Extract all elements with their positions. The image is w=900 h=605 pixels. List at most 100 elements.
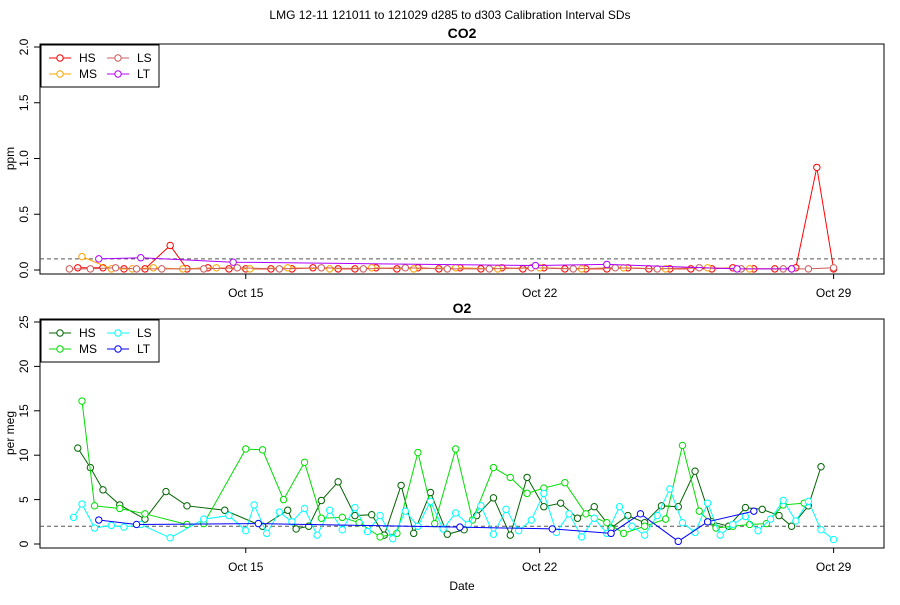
data-point — [132, 520, 141, 529]
data-point — [284, 506, 292, 514]
data-point — [326, 265, 334, 273]
data-point — [78, 500, 86, 508]
data-point — [74, 264, 82, 272]
co2-panel: CO2 0.0 0.5 1.0 1.5 2.0 ppm Oct 15 Oct 22 Oct 29 H… — [3, 25, 885, 300]
data-point — [577, 533, 586, 541]
data-point — [691, 467, 699, 475]
data-point — [452, 264, 460, 272]
data-point — [514, 526, 523, 535]
legend-swatch-marker — [56, 54, 64, 62]
data-point — [78, 397, 86, 405]
data-point — [132, 265, 141, 273]
data-point — [351, 511, 359, 520]
data-point — [565, 510, 573, 518]
data-point — [284, 264, 292, 272]
y-tick-label: 0 — [17, 540, 31, 547]
series-ms — [78, 397, 808, 541]
data-point — [590, 503, 598, 511]
data-point — [410, 265, 418, 273]
data-point — [410, 529, 418, 538]
data-point — [615, 503, 624, 511]
data-point — [653, 511, 661, 520]
data-point — [426, 497, 435, 506]
data-point — [183, 502, 191, 510]
data-point — [813, 163, 821, 172]
data-point — [246, 265, 254, 273]
data-point — [111, 264, 120, 272]
x-tick-label: Oct 15 — [228, 286, 264, 300]
x-tick-label: Oct 15 — [228, 560, 264, 574]
data-point — [137, 254, 145, 262]
data-point — [787, 522, 796, 530]
data-point — [456, 523, 464, 531]
data-point — [695, 507, 703, 515]
series-line — [77, 167, 835, 270]
data-point — [540, 503, 548, 511]
data-point — [279, 495, 288, 504]
legend-swatch-marker — [114, 329, 122, 337]
legend-swatch-marker — [114, 54, 122, 62]
data-point — [519, 265, 527, 273]
legend-label: LS — [137, 326, 152, 340]
data-point — [678, 518, 687, 527]
data-point — [107, 521, 116, 530]
o2-panel: O2 0 5 10 15 20 25 per meg Oct 15 Oct 22 Oct 29 Dat… — [3, 300, 885, 593]
data-point — [95, 255, 103, 263]
legend-swatch-marker — [56, 345, 64, 353]
data-point — [666, 485, 674, 493]
data-point — [162, 487, 170, 496]
data-point — [95, 516, 103, 524]
legend-swatch-marker — [56, 70, 64, 78]
data-point — [817, 463, 825, 471]
y-tick-label: 0.0 — [17, 261, 31, 278]
x-tick-label: Oct 22 — [522, 286, 558, 300]
y-tick-label: 0.5 — [17, 206, 31, 223]
data-point — [431, 519, 439, 528]
data-point — [590, 514, 598, 522]
data-point — [229, 258, 237, 266]
x-tick-label: Oct 29 — [816, 560, 852, 574]
x-axis-label: Date — [449, 579, 475, 593]
y-axis-label: ppm — [3, 147, 17, 170]
legend-label: MS — [79, 342, 97, 356]
data-point — [741, 503, 750, 512]
y-tick-label: 1.5 — [17, 94, 31, 111]
data-point — [326, 506, 334, 514]
data-point — [556, 499, 565, 507]
data-point — [166, 241, 174, 250]
legend-label: MS — [79, 67, 97, 81]
data-point — [758, 505, 766, 514]
data-point — [200, 515, 208, 523]
data-point — [233, 264, 242, 272]
data-point — [86, 265, 95, 273]
data-point — [703, 518, 712, 526]
data-point — [452, 509, 460, 517]
data-point — [351, 503, 359, 512]
data-point — [363, 527, 372, 536]
y-tick-label: 20 — [17, 359, 31, 373]
data-point — [65, 265, 74, 273]
y-tick-label: 5 — [17, 496, 31, 503]
series-lt — [95, 254, 796, 273]
data-point — [225, 511, 233, 520]
data-point — [120, 523, 128, 531]
data-point — [242, 445, 250, 453]
x-tick-label: Oct 29 — [816, 286, 852, 300]
series-ls — [69, 485, 838, 544]
data-point — [540, 489, 548, 498]
legend: HS MS LS LT — [40, 319, 160, 363]
y-tick-label: 1.0 — [17, 150, 31, 167]
legend-swatch-marker — [114, 70, 122, 78]
data-point — [779, 496, 787, 505]
data-point — [792, 517, 800, 525]
legend: HS MS LS LT — [40, 44, 160, 88]
data-point — [703, 499, 712, 507]
legend-box — [40, 319, 160, 363]
data-point — [212, 264, 221, 272]
data-point — [775, 511, 783, 520]
data-point — [254, 519, 263, 528]
data-point — [288, 518, 296, 526]
y-tick-label: 25 — [17, 315, 31, 329]
data-point — [687, 265, 695, 273]
data-point — [582, 510, 590, 518]
